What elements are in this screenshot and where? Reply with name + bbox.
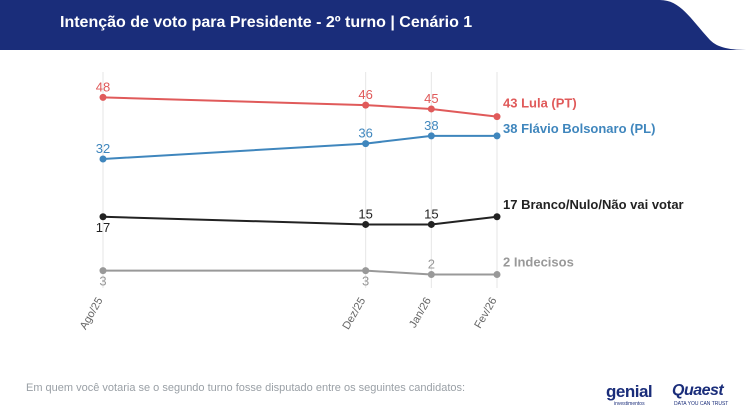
data-label: 32 — [96, 141, 110, 156]
series-end-label: 38 Flávio Bolsonaro (PL) — [503, 121, 655, 136]
data-point — [427, 220, 435, 228]
genial-logo: genial investimentos — [606, 382, 653, 407]
series-line-1 — [102, 134, 497, 160]
header-bar: Intenção de voto para Presidente - 2º tu… — [0, 0, 750, 50]
data-point — [427, 105, 435, 113]
data-point — [362, 140, 370, 148]
data-point — [99, 155, 107, 163]
data-label: 2 — [428, 257, 435, 272]
series-end-label: 2 Indecisos — [503, 255, 574, 270]
series-line-0 — [102, 96, 498, 118]
data-point — [493, 271, 501, 278]
data-point — [99, 213, 107, 221]
data-point — [99, 93, 107, 101]
data-point — [362, 101, 370, 109]
data-point — [493, 132, 501, 140]
series-end-label: 17 Branco/Nulo/Não vai votar — [503, 197, 684, 212]
data-point — [362, 220, 370, 228]
data-point — [99, 267, 107, 275]
data-label: 48 — [96, 79, 110, 94]
series-line-3 — [103, 269, 497, 276]
page-title: Intenção de voto para Presidente - 2º tu… — [60, 14, 473, 31]
data-point — [493, 113, 501, 121]
data-label: 45 — [424, 91, 438, 106]
data-label: 3 — [99, 274, 106, 289]
quaest-logo: Quaest DATA YOU CAN TRUST — [672, 382, 729, 407]
data-label: 46 — [358, 87, 372, 102]
header-corner-shape — [660, 0, 750, 50]
question-note: Em quem você votaria se o segundo turno … — [26, 382, 466, 394]
data-point — [493, 213, 501, 221]
data-label: 17 — [96, 220, 110, 235]
x-tick-label: Ago/25 — [78, 296, 106, 332]
x-tick-label: Jan/26 — [407, 296, 434, 331]
data-label: 3 — [362, 274, 369, 289]
data-label: 15 — [358, 206, 372, 221]
x-tick-label: Fev/26 — [472, 296, 499, 331]
data-label: 36 — [358, 126, 372, 141]
series-end-label: 43 Lula (PT) — [503, 96, 577, 111]
line-chart: Ago/25 Dez/25 Jan/26 Fev/26 48 46 45 43 Lula (P… — [78, 72, 684, 332]
data-point — [427, 271, 435, 278]
x-tick-label: Dez/25 — [340, 296, 368, 332]
data-label: 15 — [424, 206, 438, 221]
series-line-2 — [102, 215, 498, 226]
data-label: 38 — [424, 118, 438, 133]
data-point — [427, 132, 435, 140]
data-point — [362, 267, 370, 275]
